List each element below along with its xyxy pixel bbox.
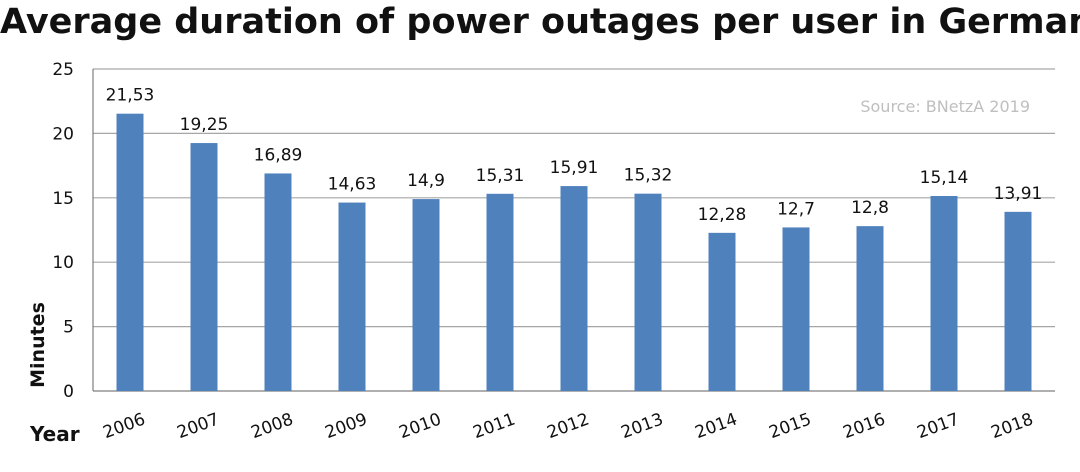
y-tick-label: 0 — [63, 382, 74, 402]
x-tick-label: 2013 — [619, 410, 666, 444]
x-axis-title: Year — [29, 422, 80, 446]
data-label: 13,91 — [994, 184, 1043, 204]
x-tick-label: 2007 — [175, 410, 222, 444]
data-label: 14,63 — [328, 175, 377, 195]
bar-2016 — [856, 226, 884, 391]
data-label: 14,9 — [407, 171, 445, 191]
x-tick-label: 2011 — [471, 410, 518, 444]
y-tick-label: 20 — [52, 124, 74, 144]
bar-2007 — [190, 143, 218, 391]
bar-2006 — [116, 113, 144, 391]
data-label: 12,7 — [777, 199, 815, 219]
x-tick-label: 2012 — [545, 410, 592, 444]
source-note: Source: BNetzA 2019 — [860, 97, 1030, 116]
x-tick-label: 2014 — [693, 410, 740, 444]
data-label: 15,32 — [624, 166, 673, 186]
bar-2018 — [1004, 211, 1032, 391]
bar-2014 — [708, 232, 736, 391]
x-tick-label: 2009 — [323, 410, 370, 444]
y-tick-label: 25 — [52, 60, 74, 80]
x-tick-label: 2006 — [101, 410, 148, 444]
chart-title: Average duration of power outages per us… — [0, 2, 1080, 42]
data-label: 19,25 — [180, 115, 229, 135]
bar-2009 — [338, 202, 366, 391]
x-tick-label: 2017 — [915, 410, 962, 444]
x-tick-label: 2008 — [249, 410, 296, 444]
data-label: 21,53 — [106, 86, 155, 106]
data-label: 12,8 — [851, 198, 889, 218]
data-label: 16,89 — [254, 145, 303, 165]
x-tick-label: 2016 — [841, 410, 888, 444]
y-tick-label: 15 — [52, 189, 74, 209]
data-label: 15,91 — [550, 158, 599, 178]
data-label: 15,14 — [920, 168, 969, 188]
data-labels: 21,53 19,25 16,89 14,63 14,9 15,31 15,91 15,32 1… — [106, 86, 1043, 225]
bar-2012 — [560, 186, 588, 391]
bar-2011 — [486, 193, 514, 391]
bars — [116, 113, 1032, 391]
bar-2015 — [782, 227, 810, 391]
y-tick-label: 5 — [63, 318, 74, 338]
data-label: 12,28 — [698, 205, 747, 225]
bar-2017 — [930, 195, 958, 391]
y-axis-title: Minutes — [27, 302, 49, 388]
bar-2008 — [264, 173, 292, 391]
x-tick-label: 2018 — [989, 410, 1036, 444]
data-label: 15,31 — [476, 166, 525, 186]
x-tick-label: 2015 — [767, 410, 814, 444]
x-tick-label: 2010 — [397, 410, 444, 444]
bar-2013 — [634, 193, 662, 391]
y-tick-label: 10 — [52, 253, 74, 273]
bar-2010 — [412, 199, 440, 391]
